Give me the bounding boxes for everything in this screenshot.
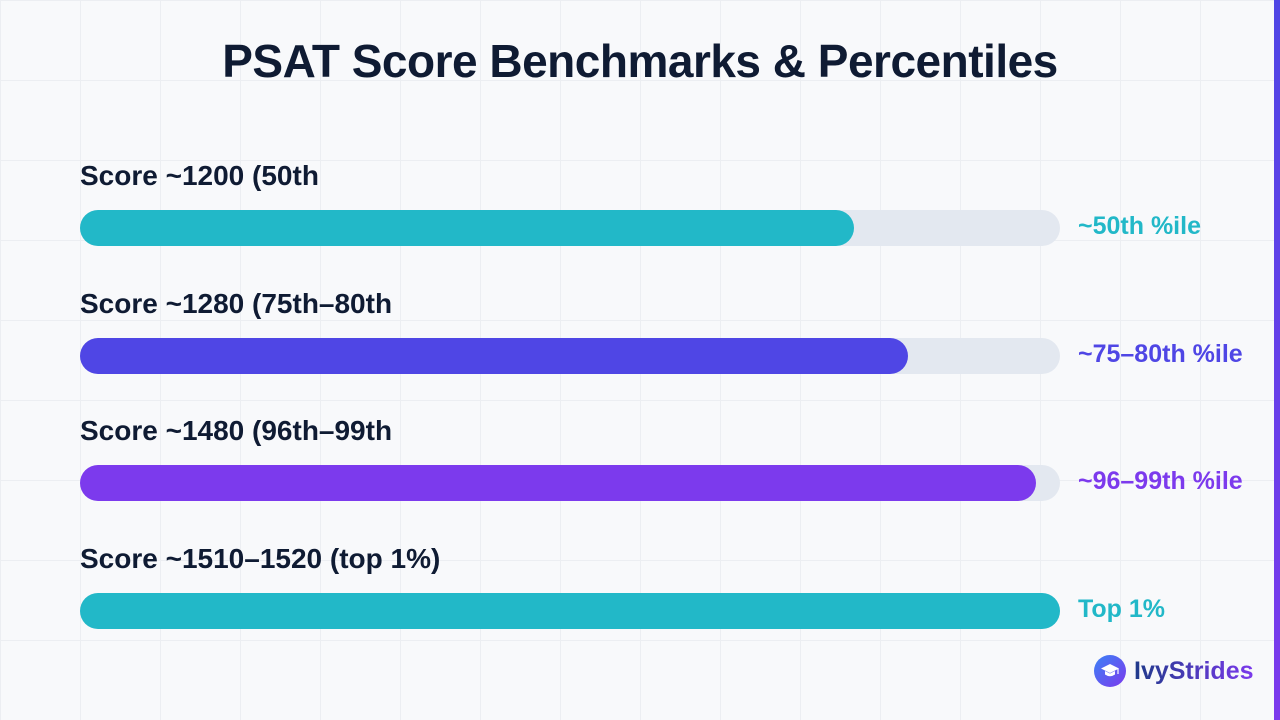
bar: [80, 465, 1036, 501]
right-accent-bar: [1274, 0, 1280, 720]
bar-label: Score ~1480 (96th–99th: [80, 415, 393, 446]
bar: [80, 592, 1060, 629]
brand-name: IvyStrides: [1134, 656, 1254, 685]
bar: [80, 337, 908, 374]
bar-label: Score ~1200 (50th: [80, 160, 319, 191]
bar-value-label: ~50th %ile: [1078, 212, 1201, 240]
bar-track: [80, 465, 1060, 501]
bar: [80, 210, 854, 246]
brand-logo: IvyStrides: [1094, 655, 1254, 687]
bar-value-label: ~75–80th %ile: [1078, 339, 1243, 368]
bar-track: [80, 210, 1060, 246]
bar-label: Score ~1510–1520 (top 1%): [80, 542, 441, 574]
page-title: PSAT Score Benchmarks & Percentiles: [222, 35, 1058, 87]
bar-label: Score ~1280 (75th–80th: [80, 287, 393, 319]
bar-value-label: Top 1%: [1078, 594, 1166, 623]
bar-track: [80, 592, 1060, 629]
bar-track: [80, 337, 1060, 374]
bar-value-label: ~96–99th %ile: [1078, 467, 1243, 495]
graduation-cap-icon: [1094, 655, 1126, 687]
